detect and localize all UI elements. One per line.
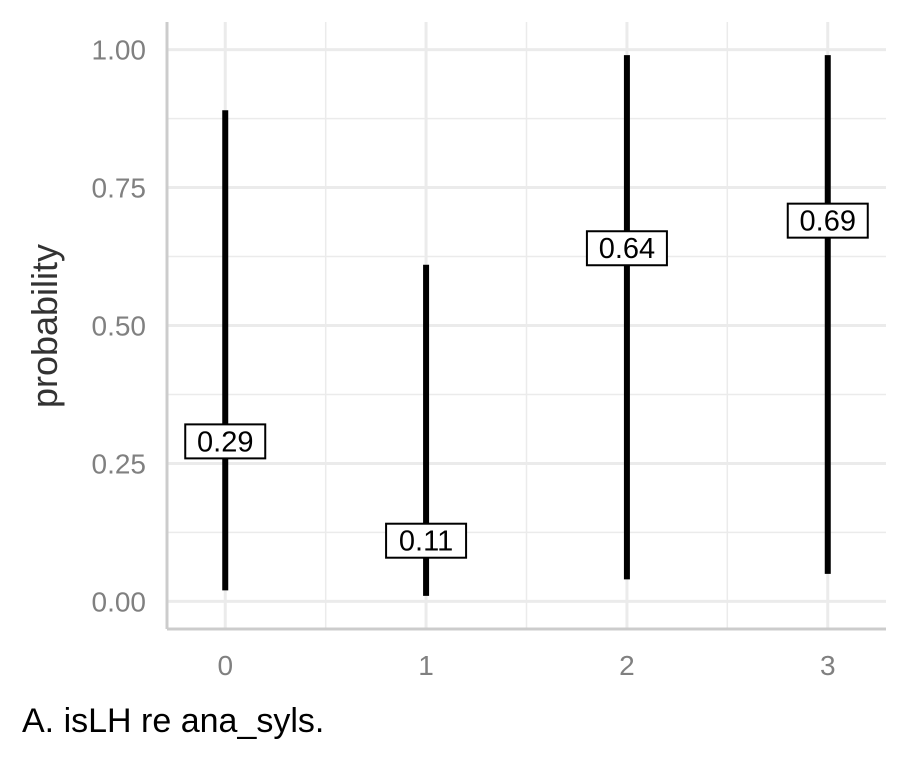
x-tick-label: 0: [217, 650, 233, 681]
data-label: 0.11: [399, 526, 453, 558]
y-tick-label: 0.25: [92, 448, 147, 479]
data-label: 0.69: [800, 206, 856, 238]
grid: [167, 22, 886, 629]
data-label-box: [385, 522, 468, 559]
caption: A. isLH re ana_syls.: [22, 702, 325, 740]
data-labels: 0.29 0.11 0.64 0.69: [184, 202, 869, 559]
y-axis-label: probability: [24, 244, 65, 408]
data-label-box: [585, 230, 668, 267]
y-tick-label: 0.75: [92, 173, 147, 204]
y-tick-label: 0.50: [92, 311, 147, 342]
x-tick-label: 2: [619, 650, 635, 681]
data-label: 0.64: [599, 233, 655, 265]
x-tick-label: 3: [820, 650, 836, 681]
data-label: 0.29: [197, 426, 253, 458]
data-label-box: [786, 202, 869, 239]
axes: 0.00 0.25 0.50 0.75 1.00 0 1 2 3: [92, 22, 886, 681]
marks: [222, 55, 831, 596]
y-tick-label: 1.00: [92, 35, 147, 66]
x-tick-label: 1: [418, 650, 434, 681]
data-label-box: [184, 423, 267, 460]
y-tick-label: 0.00: [92, 586, 147, 617]
